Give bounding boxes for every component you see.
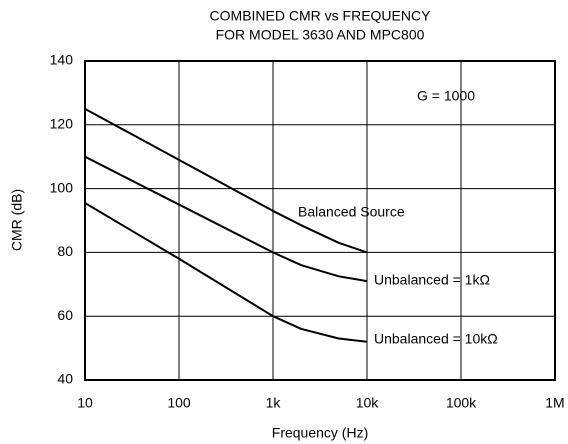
x-axis-label: Frequency (Hz): [272, 425, 368, 441]
y-axis-label: CMR (dB): [9, 189, 25, 251]
x-tick-label: 100k: [446, 395, 477, 411]
series-label: Balanced Source: [298, 204, 405, 220]
x-tick-label: 10: [77, 395, 93, 411]
y-tick-label: 120: [50, 116, 74, 132]
x-tick-label: 10k: [356, 395, 380, 411]
series-line: [84, 202, 368, 343]
series-label: Unbalanced = 1kΩ: [374, 272, 490, 288]
series-line: [84, 155, 368, 283]
y-tick-label: 80: [57, 243, 73, 259]
x-tick-label: 1k: [266, 395, 282, 411]
x-tick-label: 100: [167, 395, 191, 411]
chart-title: COMBINED CMR vs FREQUENCY: [210, 8, 432, 24]
chart-subtitle: FOR MODEL 3630 AND MPC800: [216, 27, 425, 43]
series-line: [84, 107, 368, 254]
y-tick-label: 60: [57, 307, 73, 323]
y-tick-label: 140: [50, 52, 74, 68]
annotation: G = 1000: [417, 88, 475, 104]
y-tick-label: 100: [50, 179, 74, 195]
series-label: Unbalanced = 10kΩ: [374, 331, 498, 347]
y-tick-label: 40: [57, 371, 73, 387]
plot-frame: [84, 60, 556, 381]
x-tick-label: 1M: [545, 395, 564, 411]
